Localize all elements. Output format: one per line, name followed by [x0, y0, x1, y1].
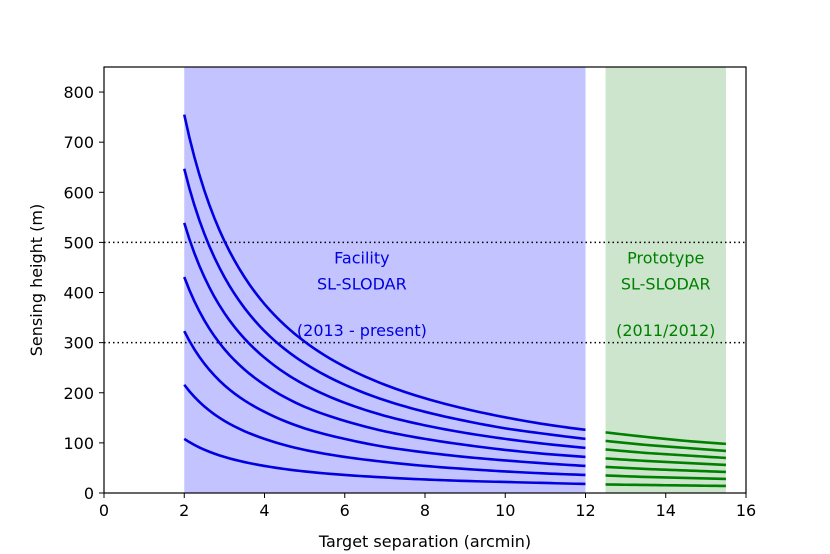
facility-2-line [183, 383, 586, 477]
x-axis-label: Target separation (arcmin) [318, 532, 531, 551]
y-tick-label: 700 [63, 133, 94, 152]
y-tick-label: 0 [84, 484, 94, 503]
prototype-annotation-2: SL-SLODAR [621, 275, 711, 294]
axis-ticks: 0 2 4 6 8 10 12 14 16 0 100 200 300 400 500 600 700 800 [63, 83, 756, 520]
x-tick-label: 8 [420, 501, 430, 520]
facility-annotation-2: SL-SLODAR [317, 275, 407, 294]
prototype-2-line [605, 474, 726, 481]
prototype-3-line [605, 465, 726, 474]
y-tick-label: 600 [63, 183, 94, 202]
facility-4-line [183, 276, 586, 459]
facility-7-line [182, 114, 586, 432]
prototype-7-line [605, 431, 727, 446]
y-tick-label: 100 [63, 434, 94, 453]
prototype-5-line [605, 448, 727, 460]
x-tick-label: 14 [656, 501, 676, 520]
annotations: Facility SL-SLODAR (2013 - present) Prototy… [297, 248, 716, 340]
facility-3-line [183, 330, 586, 468]
prototype-region [605, 67, 726, 493]
x-tick-label: 16 [736, 501, 756, 520]
x-tick-label: 2 [179, 501, 189, 520]
x-tick-label: 12 [575, 501, 595, 520]
prototype-4-line [605, 457, 726, 467]
prototype-1-line [605, 483, 726, 488]
facility-6-line [182, 168, 586, 441]
series-lines [182, 114, 727, 488]
x-tick-label: 4 [259, 501, 269, 520]
facility-annotation-1: Facility [334, 248, 389, 267]
facility-region [184, 67, 586, 493]
prototype-annotation-1: Prototype [627, 248, 704, 267]
y-tick-label: 300 [63, 334, 94, 353]
y-tick-label: 200 [63, 384, 94, 403]
x-tick-label: 10 [495, 501, 515, 520]
y-axis-label: Sensing height (m) [27, 204, 46, 356]
shaded-regions [184, 67, 726, 493]
prototype-annotation-3: (2011/2012) [616, 321, 715, 340]
y-tick-label: 500 [63, 233, 94, 252]
y-tick-label: 800 [63, 83, 94, 102]
y-tick-label: 400 [63, 284, 94, 303]
facility-5-line [183, 222, 586, 450]
facility-annotation-3: (2013 - present) [297, 321, 427, 340]
prototype-6-line [605, 439, 727, 453]
facility-1-line [183, 437, 586, 486]
x-tick-label: 0 [99, 501, 109, 520]
x-tick-label: 6 [340, 501, 350, 520]
